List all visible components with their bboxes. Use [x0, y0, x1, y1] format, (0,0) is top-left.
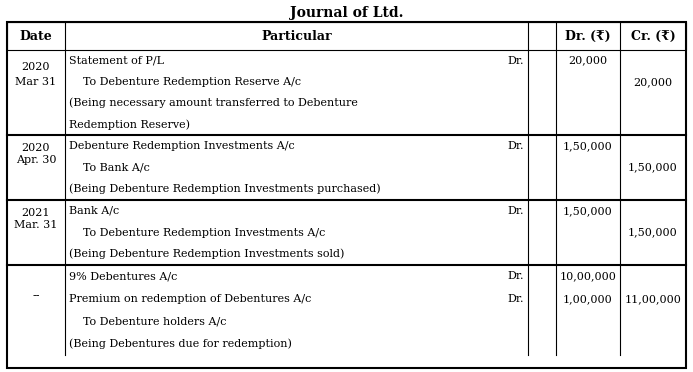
Text: (Being Debentures due for redemption): (Being Debentures due for redemption) — [69, 339, 292, 349]
Text: 1,50,000: 1,50,000 — [628, 163, 678, 173]
Text: 1,50,000: 1,50,000 — [563, 141, 613, 151]
Text: Statement of P/L: Statement of P/L — [69, 56, 164, 65]
Text: To Bank A/c: To Bank A/c — [69, 163, 150, 173]
Text: Dr.: Dr. — [507, 294, 524, 304]
Text: Dr.: Dr. — [507, 56, 524, 65]
Text: 20,000: 20,000 — [568, 56, 608, 65]
Text: 11,00,000: 11,00,000 — [624, 294, 681, 304]
Text: 2020: 2020 — [21, 62, 51, 72]
Text: 10,00,000: 10,00,000 — [559, 271, 617, 281]
Text: 2021: 2021 — [21, 208, 51, 218]
Text: Date: Date — [19, 29, 53, 42]
Text: Particular: Particular — [261, 29, 332, 42]
Bar — [7, 22, 686, 50]
Text: (Being Debenture Redemption Investments purchased): (Being Debenture Redemption Investments … — [69, 184, 380, 195]
Text: Journal of Ltd.: Journal of Ltd. — [290, 6, 403, 20]
Text: Dr. (₹): Dr. (₹) — [565, 29, 611, 42]
Text: (Being Debenture Redemption Investments sold): (Being Debenture Redemption Investments … — [69, 249, 344, 259]
Text: Redemption Reserve): Redemption Reserve) — [69, 119, 190, 130]
Text: 1,50,000: 1,50,000 — [628, 228, 678, 237]
Text: To Debenture Redemption Reserve A/c: To Debenture Redemption Reserve A/c — [69, 77, 301, 87]
Text: Bank A/c: Bank A/c — [69, 206, 119, 216]
Text: To Debenture holders A/c: To Debenture holders A/c — [69, 316, 227, 326]
Text: Debenture Redemption Investments A/c: Debenture Redemption Investments A/c — [69, 141, 295, 151]
Text: 2020: 2020 — [21, 143, 51, 153]
Text: Mar. 31: Mar. 31 — [15, 220, 58, 230]
Text: Dr.: Dr. — [507, 206, 524, 216]
Text: --: -- — [33, 292, 40, 301]
Text: 1,00,000: 1,00,000 — [563, 294, 613, 304]
Text: Apr. 30: Apr. 30 — [16, 155, 56, 165]
Text: (Being necessary amount transferred to Debenture: (Being necessary amount transferred to D… — [69, 98, 358, 108]
Text: 20,000: 20,000 — [633, 77, 673, 87]
Text: 9% Debentures A/c: 9% Debentures A/c — [69, 271, 177, 281]
Text: To Debenture Redemption Investments A/c: To Debenture Redemption Investments A/c — [69, 228, 326, 237]
Text: 1,50,000: 1,50,000 — [563, 206, 613, 216]
Text: Cr. (₹): Cr. (₹) — [631, 29, 676, 42]
Text: Dr.: Dr. — [507, 271, 524, 281]
Text: Mar 31: Mar 31 — [15, 77, 57, 87]
Text: Premium on redemption of Debentures A/c: Premium on redemption of Debentures A/c — [69, 294, 311, 304]
Text: Dr.: Dr. — [507, 141, 524, 151]
